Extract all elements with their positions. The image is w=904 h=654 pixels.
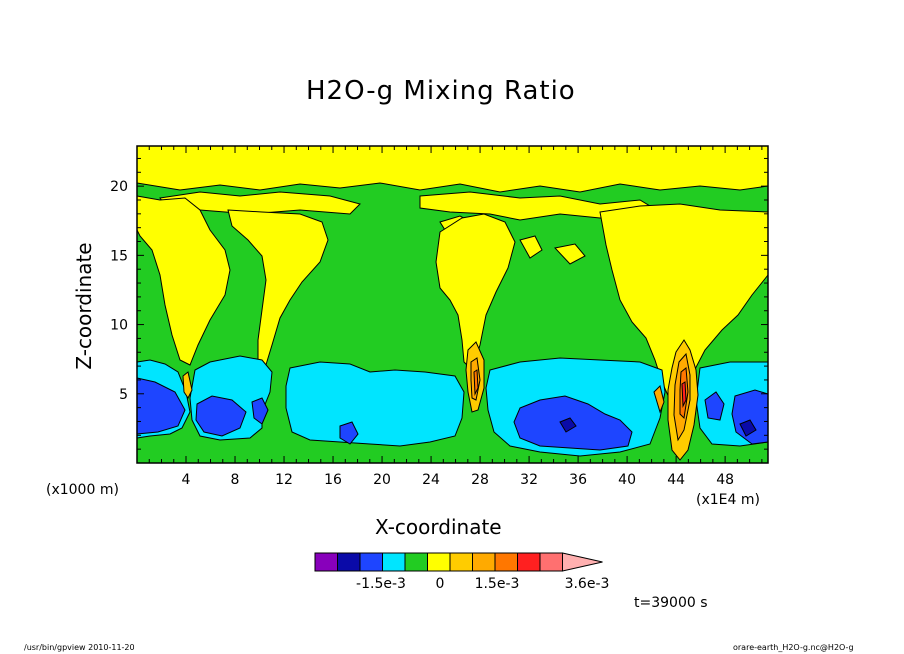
contour-patch-blue <box>137 377 186 435</box>
contour-column-orange <box>653 385 665 414</box>
contour-band-cyan <box>285 361 465 447</box>
x-unit-left: (x1000 m) <box>46 482 119 498</box>
contour-band-yellow-top <box>137 146 768 193</box>
y-tick-label: 10 <box>110 318 128 334</box>
x-unit-right: (x1E4 m) <box>696 492 760 508</box>
colorbar-label: 1.5e-3 <box>475 576 520 592</box>
x-tick-label: 24 <box>422 472 440 488</box>
contour-patch-blue <box>195 395 247 437</box>
contour-core-navy <box>559 417 577 433</box>
footer-left: /usr/bin/gpview 2010-11-20 <box>24 643 135 652</box>
colorbar-arrow <box>562 552 603 572</box>
contour-blob-yellow <box>554 243 586 265</box>
colorbar-swatch <box>449 552 473 572</box>
contour-core-navy <box>739 419 757 437</box>
colorbar-swatch <box>517 552 541 572</box>
colorbar-swatch <box>359 552 383 572</box>
time-label: t=39000 s <box>634 595 708 611</box>
x-tick-label: 40 <box>618 472 636 488</box>
x-tick-label: 8 <box>231 472 240 488</box>
contour-patch-blue <box>731 389 768 445</box>
y-axis-label: Z-coordinate <box>72 242 96 370</box>
contour-patch-blue <box>339 421 359 445</box>
colorbar-swatch <box>427 552 451 572</box>
x-tick-label: 20 <box>373 472 391 488</box>
y-axis: 5 10 15 20 <box>110 157 768 450</box>
contour-column-orange <box>182 371 193 399</box>
x-tick-label: 28 <box>471 472 489 488</box>
contour-plume-yellow <box>435 213 516 371</box>
chart-title: H2O-g Mixing Ratio <box>306 76 576 106</box>
x-tick-label: 44 <box>667 472 685 488</box>
colorbar-swatch <box>382 552 406 572</box>
x-tick-label: 12 <box>275 472 293 488</box>
contour-column-orange <box>473 369 479 396</box>
x-tick-label: 48 <box>716 472 734 488</box>
footer-right: orare-earth_H2O-g.nc@H2O-g <box>733 643 854 652</box>
plot-frame <box>136 145 769 464</box>
y-tick-label: 5 <box>119 387 128 403</box>
x-axis-label: X-coordinate <box>375 515 502 539</box>
x-axis: 4 8 12 16 20 24 28 32 36 40 44 48 <box>148 146 763 488</box>
x-tick-label: 32 <box>520 472 538 488</box>
contour-field <box>137 146 768 463</box>
x-tick-label: 16 <box>324 472 342 488</box>
colorbar-label: 3.6e-3 <box>565 576 610 592</box>
colorbar-label: 0 <box>436 576 445 592</box>
colorbar-swatch <box>494 552 518 572</box>
colorbar-swatch <box>314 552 338 572</box>
contour-patch-blue <box>704 391 725 421</box>
colorbar-swatch <box>539 552 563 572</box>
colorbar-swatch <box>472 552 496 572</box>
colorbar: -1.5e-3 0 1.5e-3 3.6e-3 <box>314 552 610 592</box>
colorbar-label: -1.5e-3 <box>356 576 406 592</box>
x-tick-label: 4 <box>182 472 191 488</box>
y-tick-label: 20 <box>110 179 128 195</box>
contour-plume-yellow <box>227 209 329 370</box>
contour-patch-blue <box>251 397 269 425</box>
x-tick-label: 36 <box>569 472 587 488</box>
colorbar-swatch <box>404 552 428 572</box>
contour-blob-yellow <box>519 235 543 259</box>
contour-column-red <box>681 381 687 408</box>
y-tick-label: 15 <box>110 248 128 264</box>
contour-plume-yellow <box>137 195 231 366</box>
colorbar-swatch <box>337 552 361 572</box>
